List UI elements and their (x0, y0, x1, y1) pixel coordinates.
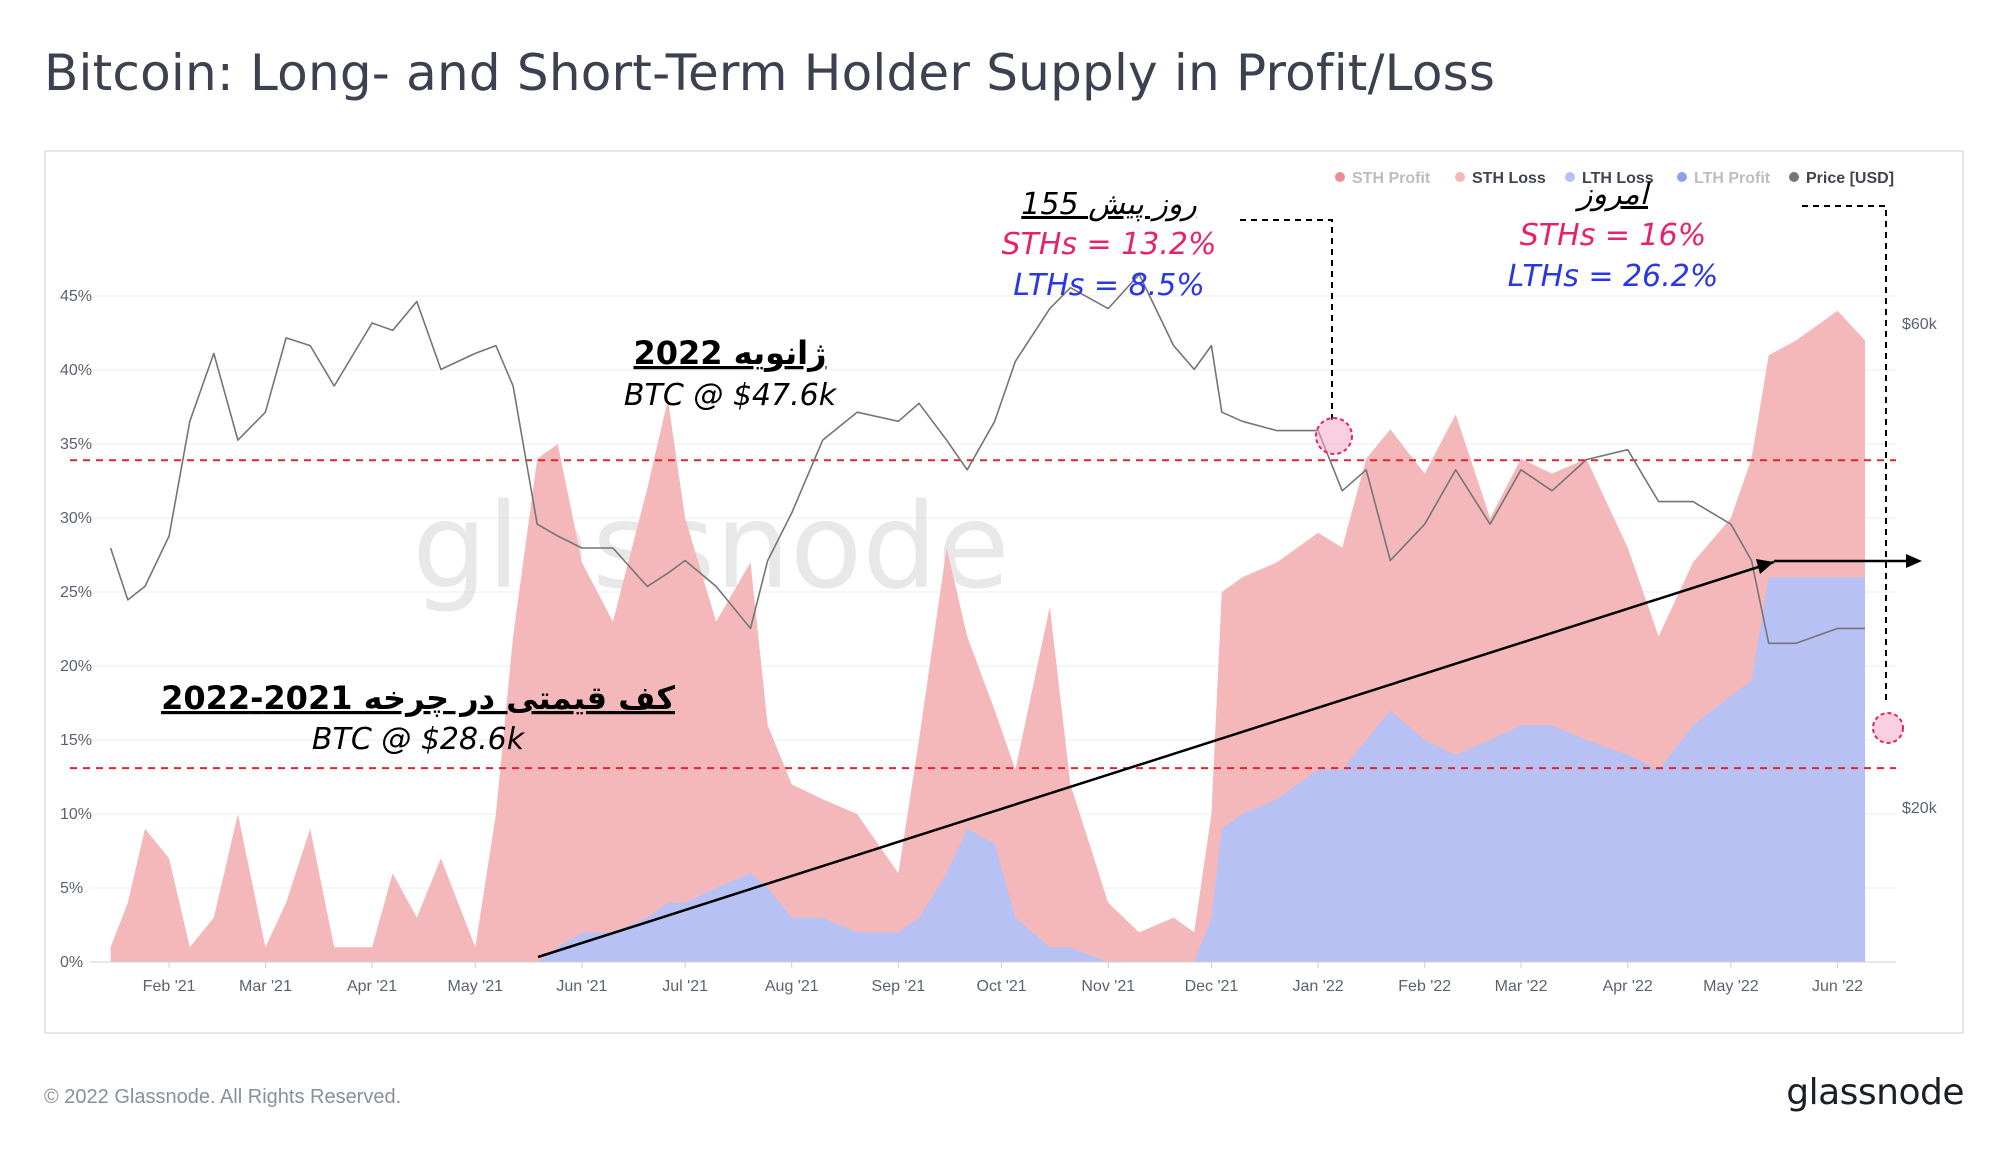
y-tick-label: 45% (60, 288, 92, 305)
legend-item-label: LTH Profit (1694, 170, 1771, 187)
legend-marker (1789, 172, 1799, 182)
ago-lth: LTHs = 8.5% (1013, 268, 1205, 303)
y-tick-label: 35% (60, 436, 92, 453)
ago-sth: STHs = 13.2% (1001, 227, 1216, 262)
ago-title: 155 روز پیش (1021, 187, 1197, 222)
today-connector (1802, 205, 1887, 702)
footer-logo: glassnode (1786, 1072, 1964, 1113)
x-tick-label: Sep '21 (872, 978, 926, 995)
today-sth: STHs = 16% (1520, 218, 1706, 253)
floor-price: BTC @ $28.6k (312, 722, 526, 757)
chart-container: glassnode 0% 5% 10% 15% 20% 25% 30% 35% 40% 45% $2… (44, 150, 1964, 1034)
legend-item-label: LTH Loss (1582, 170, 1654, 187)
x-tick-label: May '22 (1703, 978, 1759, 995)
footer-copyright: © 2022 Glassnode. All Rights Reserved. (44, 1086, 402, 1108)
price-line (109, 273, 1865, 645)
trend-arrow (537, 559, 1775, 959)
x-tick-label: May '21 (448, 978, 504, 995)
x-tick-label: Aug '21 (765, 978, 819, 995)
x-tick-label: Apr '21 (347, 978, 397, 995)
y-tick-label: 40% (60, 362, 92, 379)
today-lth: LTHs = 26.2% (1508, 259, 1719, 294)
legend-marker (1565, 172, 1575, 182)
y-tick-label: 25% (60, 584, 92, 601)
lth-loss-area (110, 577, 1866, 962)
floor-title: کف قیمتی در چرخه 2021-2022 (161, 679, 675, 717)
legend: STH Profit STH Loss LTH Loss LTH Profit Pric… (1335, 170, 1894, 187)
x-tick-label: Mar '21 (239, 978, 292, 995)
x-tick-label: Feb '21 (143, 978, 196, 995)
y-tick-label: 15% (60, 732, 92, 749)
today-arrow (1774, 554, 1922, 568)
today-title: امروز (1574, 177, 1652, 212)
x-tick-label: Jun '22 (1812, 978, 1863, 995)
y-tick-label: 20% (60, 658, 92, 675)
x-tick-label: Dec '21 (1185, 978, 1239, 995)
gridlines (90, 295, 1896, 889)
jan2022-title: ژانویه 2022 (633, 334, 826, 372)
legend-item-label: STH Loss (1472, 170, 1546, 187)
ago-connector (1240, 219, 1333, 420)
x-tick-label: Mar '22 (1495, 978, 1548, 995)
x-tick-label: Apr '22 (1603, 978, 1653, 995)
jan2022-price: BTC @ $47.6k (624, 378, 838, 413)
y-right-tick-label: $60k (1902, 316, 1938, 333)
chart-svg: glassnode 0% 5% 10% 15% 20% 25% 30% 35% 40% 45% $2… (60, 170, 1938, 995)
y-tick-label: 5% (60, 880, 83, 897)
x-tick-label: Nov '21 (1081, 978, 1135, 995)
x-tick-label: Oct '21 (977, 978, 1027, 995)
y-tick-label: 10% (60, 806, 92, 823)
legend-marker (1455, 172, 1465, 182)
y-right-tick-label: $20k (1902, 800, 1938, 817)
today-marker (1872, 712, 1904, 744)
area-layer (110, 310, 1866, 962)
legend-item-label: Price [USD] (1806, 170, 1894, 187)
ago-marker (1315, 417, 1353, 455)
watermark: glassnode (412, 477, 1009, 615)
x-tick-label: Jan '22 (1293, 978, 1344, 995)
page-title: Bitcoin: Long- and Short-Term Holder Sup… (44, 44, 1496, 102)
x-tick-label: Feb '22 (1398, 978, 1451, 995)
reference-lines (70, 459, 1896, 770)
axis-layer: 0% 5% 10% 15% 20% 25% 30% 35% 40% 45% $20k $60k Feb … (60, 288, 1938, 995)
x-tick-label: Jul '21 (662, 978, 708, 995)
legend-marker (1677, 172, 1687, 182)
price-layer (109, 273, 1865, 645)
legend-item-label: STH Profit (1352, 170, 1431, 187)
y-tick-label: 30% (60, 510, 92, 527)
y-tick-label: 0% (60, 954, 83, 971)
x-tick-label: Jun '21 (556, 978, 607, 995)
legend-marker (1335, 172, 1345, 182)
